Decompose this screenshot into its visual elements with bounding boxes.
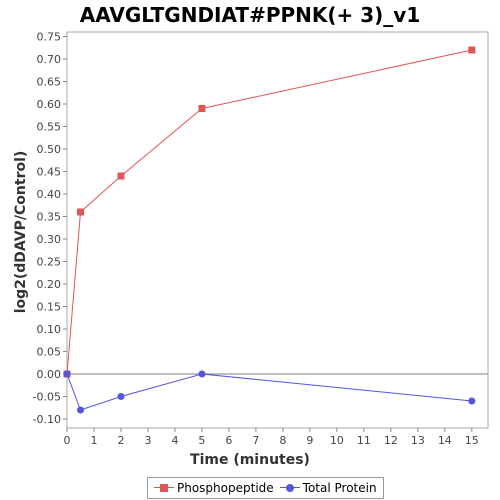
y-tick-label: 0.65 [37,76,62,89]
data-point-phosphopeptide [76,208,84,216]
y-tick-label: 0.70 [37,53,62,66]
plot-frame [66,31,489,429]
x-tick-label: 15 [465,434,479,447]
y-tick-label: 0.50 [37,143,62,156]
y-tick-label: 0.05 [37,346,62,359]
legend-label: Total Protein [302,481,377,495]
y-tick-label: 0.30 [37,233,62,246]
x-tick-label: 6 [225,434,232,447]
x-tick-label: 13 [411,434,425,447]
y-tick-label: 0.10 [37,323,62,336]
data-point-total-protein [63,370,71,378]
y-tick-label: 0.35 [37,211,62,224]
y-tick-label: 0.20 [37,278,62,291]
y-tick-label: -0.10 [33,413,61,426]
data-point-total-protein [76,406,84,414]
data-point-phosphopeptide [117,172,125,180]
x-tick-label: 12 [384,434,398,447]
legend-item-phosphopeptide: Phosphopeptide [154,481,274,495]
x-tick-label: 9 [306,434,313,447]
x-tick-label: 5 [198,434,205,447]
data-point-phosphopeptide [198,105,206,112]
data-point-total-protein [198,370,206,378]
data-point-phosphopeptide [468,46,476,54]
x-axis-label: Time (minutes) [190,452,310,468]
legend: Phosphopeptide Total Protein [147,477,384,499]
x-tick-label: 10 [330,434,344,447]
y-tick-label: 0.55 [37,121,62,134]
x-tick-label: 2 [117,434,124,447]
y-tick-label: 0.00 [37,368,62,381]
legend-item-total-protein: Total Protein [279,481,377,495]
chart-title: AAVGLTGNDIAT#PPNK(+ 3)_v1 [79,3,421,27]
y-tick-label: -0.05 [33,391,61,404]
square-marker-icon [154,483,174,493]
x-tick-label: 1 [90,434,97,447]
x-tick-label: 0 [64,434,71,447]
x-tick-label: 4 [171,434,178,447]
y-tick-label: 0.45 [37,166,62,179]
data-point-total-protein [468,397,476,405]
y-tick-label: 0.25 [37,256,62,269]
x-tick-label: 11 [357,434,371,447]
legend-label: Phosphopeptide [177,481,274,495]
y-tick-label: 0.40 [37,188,62,201]
x-tick-label: 3 [144,434,151,447]
y-tick-label: 0.60 [37,98,62,111]
x-tick-label: 7 [252,434,259,447]
x-tick-label: 14 [438,434,452,447]
x-tick-label: 8 [279,434,286,447]
y-tick-label: 0.75 [37,31,62,44]
circle-marker-icon [279,483,300,493]
data-point-total-protein [117,393,125,400]
y-tick-label: 0.15 [37,301,62,314]
